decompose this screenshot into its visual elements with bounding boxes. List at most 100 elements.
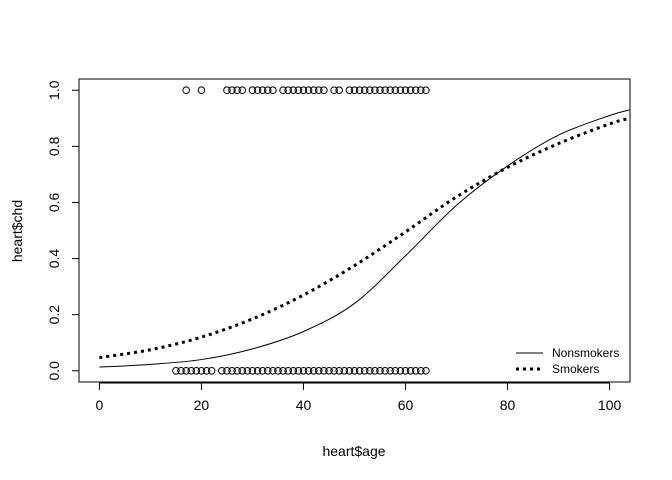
data-point-chd-0	[309, 366, 318, 375]
data-point-chd-1	[371, 86, 379, 95]
x-tick-label: 0	[96, 397, 104, 413]
data-point-chd-1	[330, 86, 338, 95]
data-point-chd-0	[330, 366, 338, 375]
plot-frame	[78, 78, 631, 383]
y-axis: 0.0 0.2 0.4 0.6 0.8 1.0	[46, 80, 80, 381]
data-point-chd-1	[411, 86, 420, 95]
data-point-chd-0	[284, 366, 292, 375]
data-point-chd-0	[366, 366, 374, 375]
data-point-chd-0	[350, 366, 359, 375]
data-point-chd-1	[309, 86, 318, 95]
x-tick-label: 20	[194, 397, 210, 413]
data-point-chd-1	[360, 86, 369, 95]
data-point-chd-0	[238, 366, 247, 375]
data-point-chd-0	[381, 366, 389, 375]
data-point-chd-0	[406, 366, 415, 375]
data-point-chd-1	[269, 86, 277, 95]
data-point-chd-0	[197, 366, 206, 375]
data-point-chd-1	[228, 86, 236, 95]
data-point-chd-1	[345, 86, 354, 95]
x-tick-label: 100	[598, 397, 622, 413]
data-point-chd-1	[314, 86, 323, 95]
y-axis-label: heart$chd	[9, 200, 25, 262]
x-axis: 0 20 40 60 80 100	[96, 382, 622, 413]
data-point-chd-1	[376, 86, 384, 95]
data-point-chd-0	[177, 366, 185, 375]
data-point-chd-1	[238, 86, 247, 95]
data-point-chd-1	[381, 86, 389, 95]
x-axis-label: heart$age	[322, 443, 385, 459]
data-point-chd-0	[376, 366, 384, 375]
x-tick-label: 60	[398, 397, 414, 413]
data-point-chd-0	[314, 366, 323, 375]
y-tick-label: 0.2	[46, 305, 62, 325]
data-point-chd-0	[396, 366, 405, 375]
series-layer	[99, 109, 630, 368]
data-point-chd-0	[325, 366, 333, 375]
data-point-chd-1	[294, 86, 303, 95]
data-point-chd-1	[279, 86, 287, 95]
data-point-chd-1	[304, 86, 313, 95]
series-line-smokers	[99, 116, 630, 360]
data-point-chd-1	[350, 86, 359, 95]
data-point-chd-0	[172, 366, 180, 375]
legend-label-smokers: Smokers	[552, 362, 599, 376]
data-point-chd-0	[243, 366, 252, 375]
data-point-chd-0	[335, 366, 343, 375]
data-point-chd-1	[366, 86, 374, 95]
data-point-chd-1	[182, 86, 190, 95]
data-point-chd-0	[355, 366, 364, 375]
data-point-chd-0	[248, 366, 257, 375]
data-point-chd-0	[253, 366, 262, 375]
data-point-chd-1	[284, 86, 292, 95]
data-point-chd-0	[258, 366, 267, 375]
data-point-chd-0	[401, 366, 410, 375]
data-point-chd-1	[396, 86, 405, 95]
data-point-chd-1	[386, 86, 395, 95]
data-point-chd-0	[202, 366, 211, 375]
data-point-chd-1	[417, 86, 425, 95]
data-point-chd-0	[391, 366, 400, 375]
data-point-chd-0	[299, 366, 308, 375]
data-point-chd-1	[197, 86, 206, 95]
x-tick-label: 80	[500, 397, 516, 413]
data-point-chd-1	[223, 86, 231, 95]
data-point-chd-0	[345, 366, 354, 375]
data-point-chd-0	[417, 366, 425, 375]
data-point-chd-1	[263, 86, 272, 95]
y-tick-label: 0.0	[46, 361, 62, 381]
data-point-chd-1	[406, 86, 415, 95]
data-point-chd-0	[386, 366, 395, 375]
data-point-chd-1	[401, 86, 410, 95]
data-point-chd-1	[391, 86, 400, 95]
y-tick-label: 0.4	[46, 249, 62, 269]
data-point-chd-0	[279, 366, 287, 375]
data-point-chd-0	[182, 366, 190, 375]
data-point-chd-0	[187, 366, 196, 375]
points-layer	[172, 86, 430, 375]
data-point-chd-0	[371, 366, 379, 375]
data-point-chd-0	[360, 366, 369, 375]
data-point-chd-1	[248, 86, 257, 95]
legend: Nonsmokers Smokers	[516, 346, 619, 376]
data-point-chd-0	[223, 366, 231, 375]
data-point-chd-0	[207, 366, 216, 375]
data-point-chd-1	[422, 86, 430, 95]
data-point-chd-0	[422, 366, 430, 375]
series-line-nonsmokers	[99, 109, 630, 368]
x-tick-label: 40	[296, 397, 312, 413]
data-point-chd-1	[320, 86, 328, 95]
data-point-chd-1	[289, 86, 298, 95]
data-point-chd-0	[269, 366, 277, 375]
data-point-chd-1	[355, 86, 364, 95]
y-tick-label: 0.8	[46, 136, 62, 156]
legend-label-nonsmokers: Nonsmokers	[552, 346, 619, 360]
data-point-chd-1	[335, 86, 343, 95]
data-point-chd-0	[320, 366, 328, 375]
data-point-chd-0	[233, 366, 241, 375]
data-point-chd-1	[253, 86, 262, 95]
data-point-chd-1	[299, 86, 308, 95]
data-point-chd-0	[294, 366, 303, 375]
data-point-chd-0	[304, 366, 313, 375]
